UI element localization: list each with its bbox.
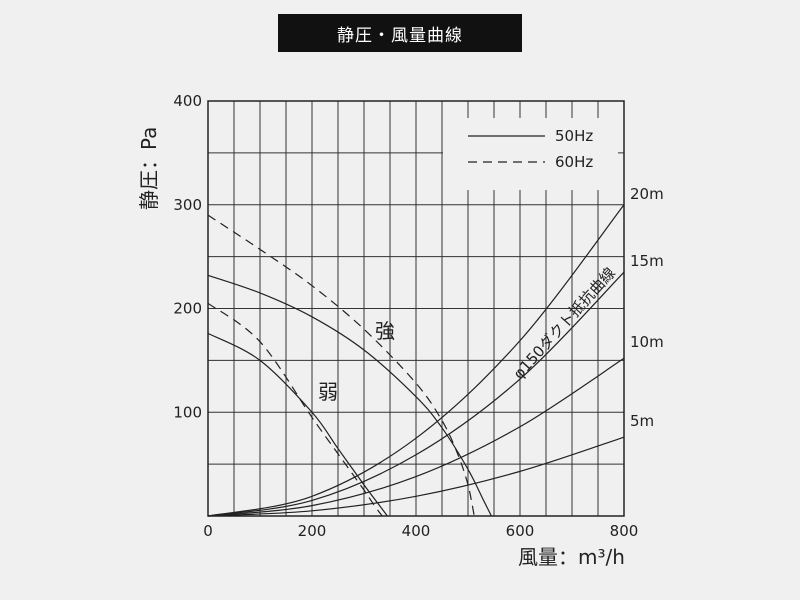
x-tick-label: 600 xyxy=(506,522,535,540)
resistance-label-15m: 15m xyxy=(630,252,664,270)
x-tick-label: 200 xyxy=(298,522,327,540)
weak-label: 弱 xyxy=(318,380,338,404)
y-tick-label: 200 xyxy=(173,300,202,318)
x-tick-label: 0 xyxy=(203,522,213,540)
tick-labels: 0 200 400 600 800 100 200 300 400 20m 15m 10m 5m xyxy=(173,92,663,540)
x-tick-label: 400 xyxy=(402,522,431,540)
resistance-label-20m: 20m xyxy=(630,185,664,203)
duct-resistance-label: φ150ダクト抵抗曲線 xyxy=(510,264,619,383)
y-tick-label: 400 xyxy=(173,92,202,110)
pq-curve-weak-60hz xyxy=(207,302,383,517)
y-axis-title: 静圧：Pa xyxy=(137,127,161,210)
legend: 50Hz 60Hz xyxy=(443,118,618,190)
resistance-label-10m: 10m xyxy=(630,333,664,351)
x-tick-label: 800 xyxy=(610,522,639,540)
resistance-curve-10m xyxy=(207,357,625,517)
x-axis-title: 風量：m³/h xyxy=(518,545,625,569)
resistance-curve-15m xyxy=(207,271,625,517)
legend-background xyxy=(443,118,618,190)
legend-label-50hz: 50Hz xyxy=(555,127,593,145)
pq-curve-strong-60hz xyxy=(207,214,475,517)
y-tick-label: 100 xyxy=(173,403,202,421)
pq-curve-weak-50hz xyxy=(207,332,388,517)
resistance-label-5m: 5m xyxy=(630,412,654,430)
legend-label-60hz: 60Hz xyxy=(555,153,593,171)
y-tick-label: 300 xyxy=(173,196,202,214)
curves xyxy=(207,204,625,517)
pq-curve-strong-50hz xyxy=(207,274,492,517)
strong-label: 強 xyxy=(375,319,395,343)
resistance-curve-5m xyxy=(207,436,625,517)
chart-title: 静圧・風量曲線 xyxy=(278,14,522,52)
plot-frame xyxy=(207,100,625,517)
resistance-curve-20m xyxy=(207,204,625,517)
